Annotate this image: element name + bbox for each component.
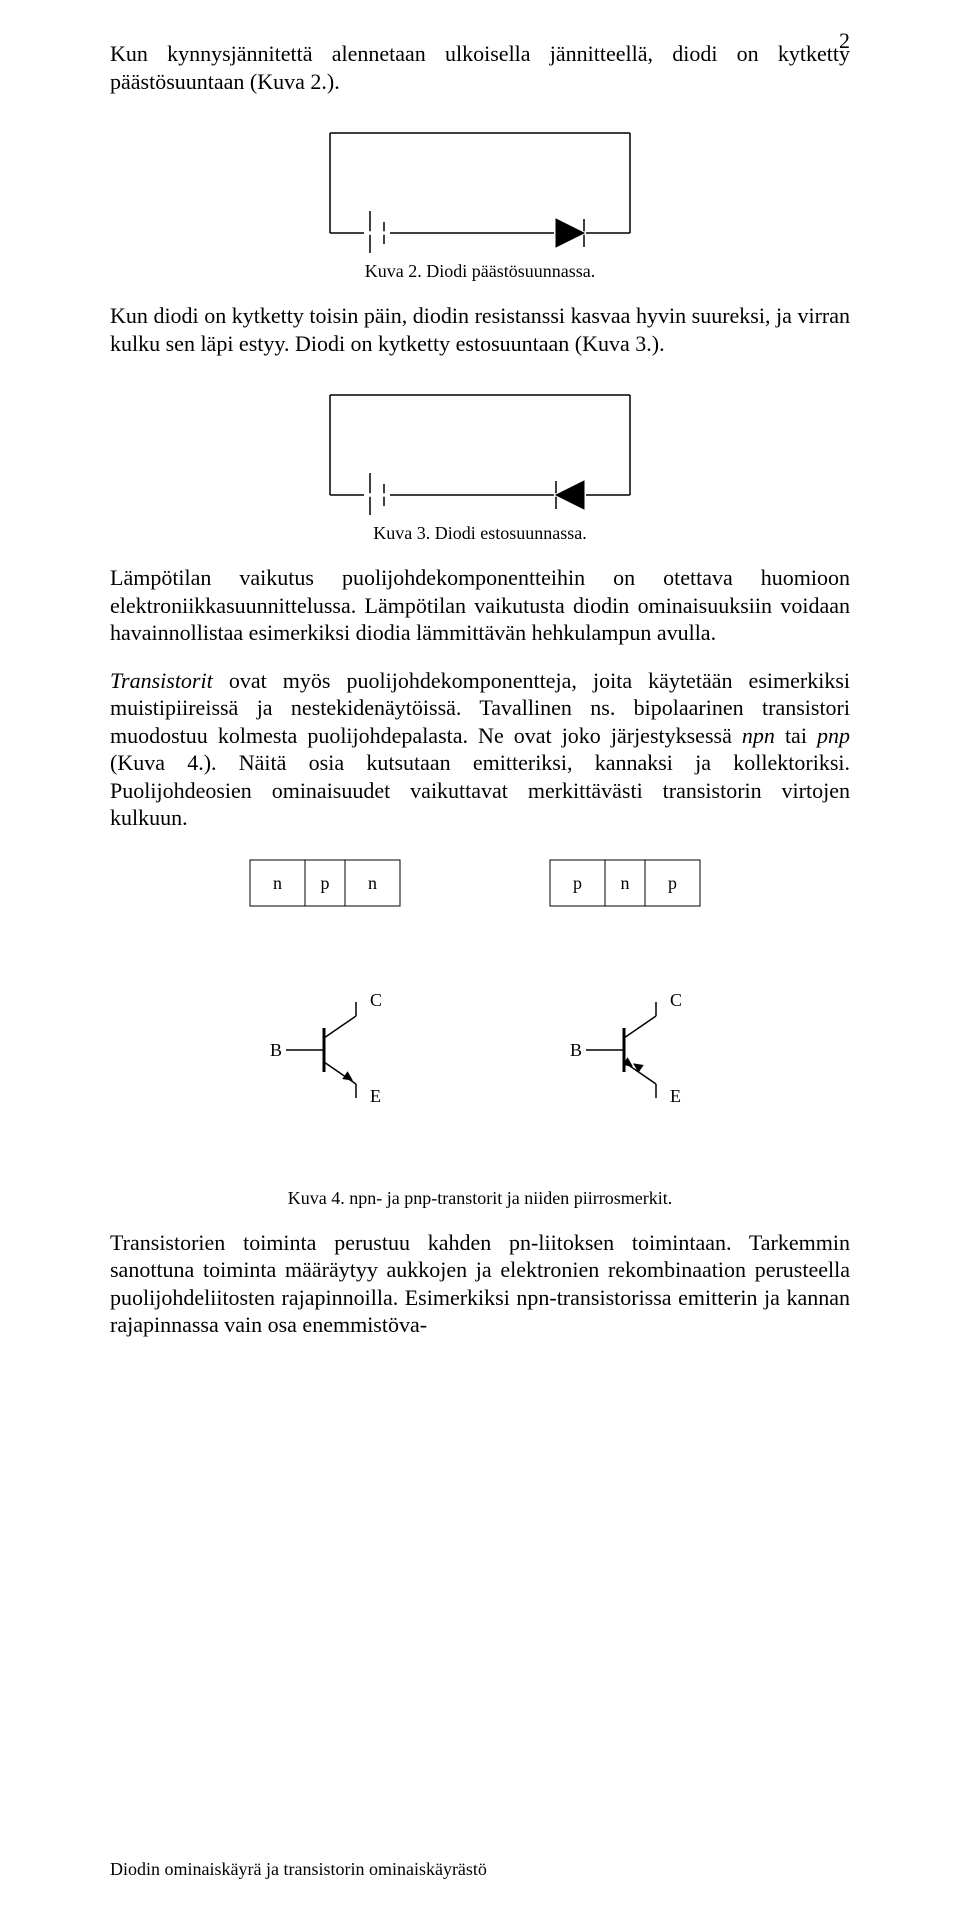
paragraph-4: Transistorit ovat myös puolijohdekompone…	[110, 667, 850, 832]
transistor-diagram-icon: n p n p n p B C E B C E	[180, 850, 780, 1180]
paragraph-5: Transistorien toiminta perustuu kahden p…	[110, 1229, 850, 1339]
circuit-reverse-icon	[270, 375, 690, 515]
figure-3	[110, 375, 850, 515]
svg-text:C: C	[670, 990, 682, 1010]
figure-2	[110, 113, 850, 253]
svg-text:n: n	[621, 873, 630, 893]
figure-4: n p n p n p B C E B C E	[110, 850, 850, 1180]
document-page: 2 Kun kynnysjännitettä alennetaan ulkois…	[0, 0, 960, 1920]
svg-text:p: p	[573, 873, 582, 893]
footer-text: Diodin ominaiskäyrä ja transistorin omin…	[110, 1859, 487, 1880]
caption-3: Kuva 3. Diodi estosuunnassa.	[110, 523, 850, 544]
svg-text:B: B	[270, 1040, 282, 1060]
svg-text:n: n	[273, 873, 282, 893]
svg-text:p: p	[321, 873, 330, 893]
svg-text:B: B	[570, 1040, 582, 1060]
paragraph-3: Lämpötilan vaikutus puolijohdekomponentt…	[110, 564, 850, 647]
svg-text:E: E	[670, 1086, 681, 1106]
svg-text:E: E	[370, 1086, 381, 1106]
caption-4: Kuva 4. npn- ja pnp-transtorit ja niiden…	[110, 1188, 850, 1209]
svg-text:n: n	[368, 873, 377, 893]
svg-text:p: p	[668, 873, 677, 893]
page-number: 2	[839, 28, 850, 54]
paragraph-1: Kun kynnysjännitettä alennetaan ulkoisel…	[110, 40, 850, 95]
svg-text:C: C	[370, 990, 382, 1010]
caption-2: Kuva 2. Diodi päästösuunnassa.	[110, 261, 850, 282]
circuit-forward-icon	[270, 113, 690, 253]
paragraph-2: Kun diodi on kytketty toisin päin, diodi…	[110, 302, 850, 357]
